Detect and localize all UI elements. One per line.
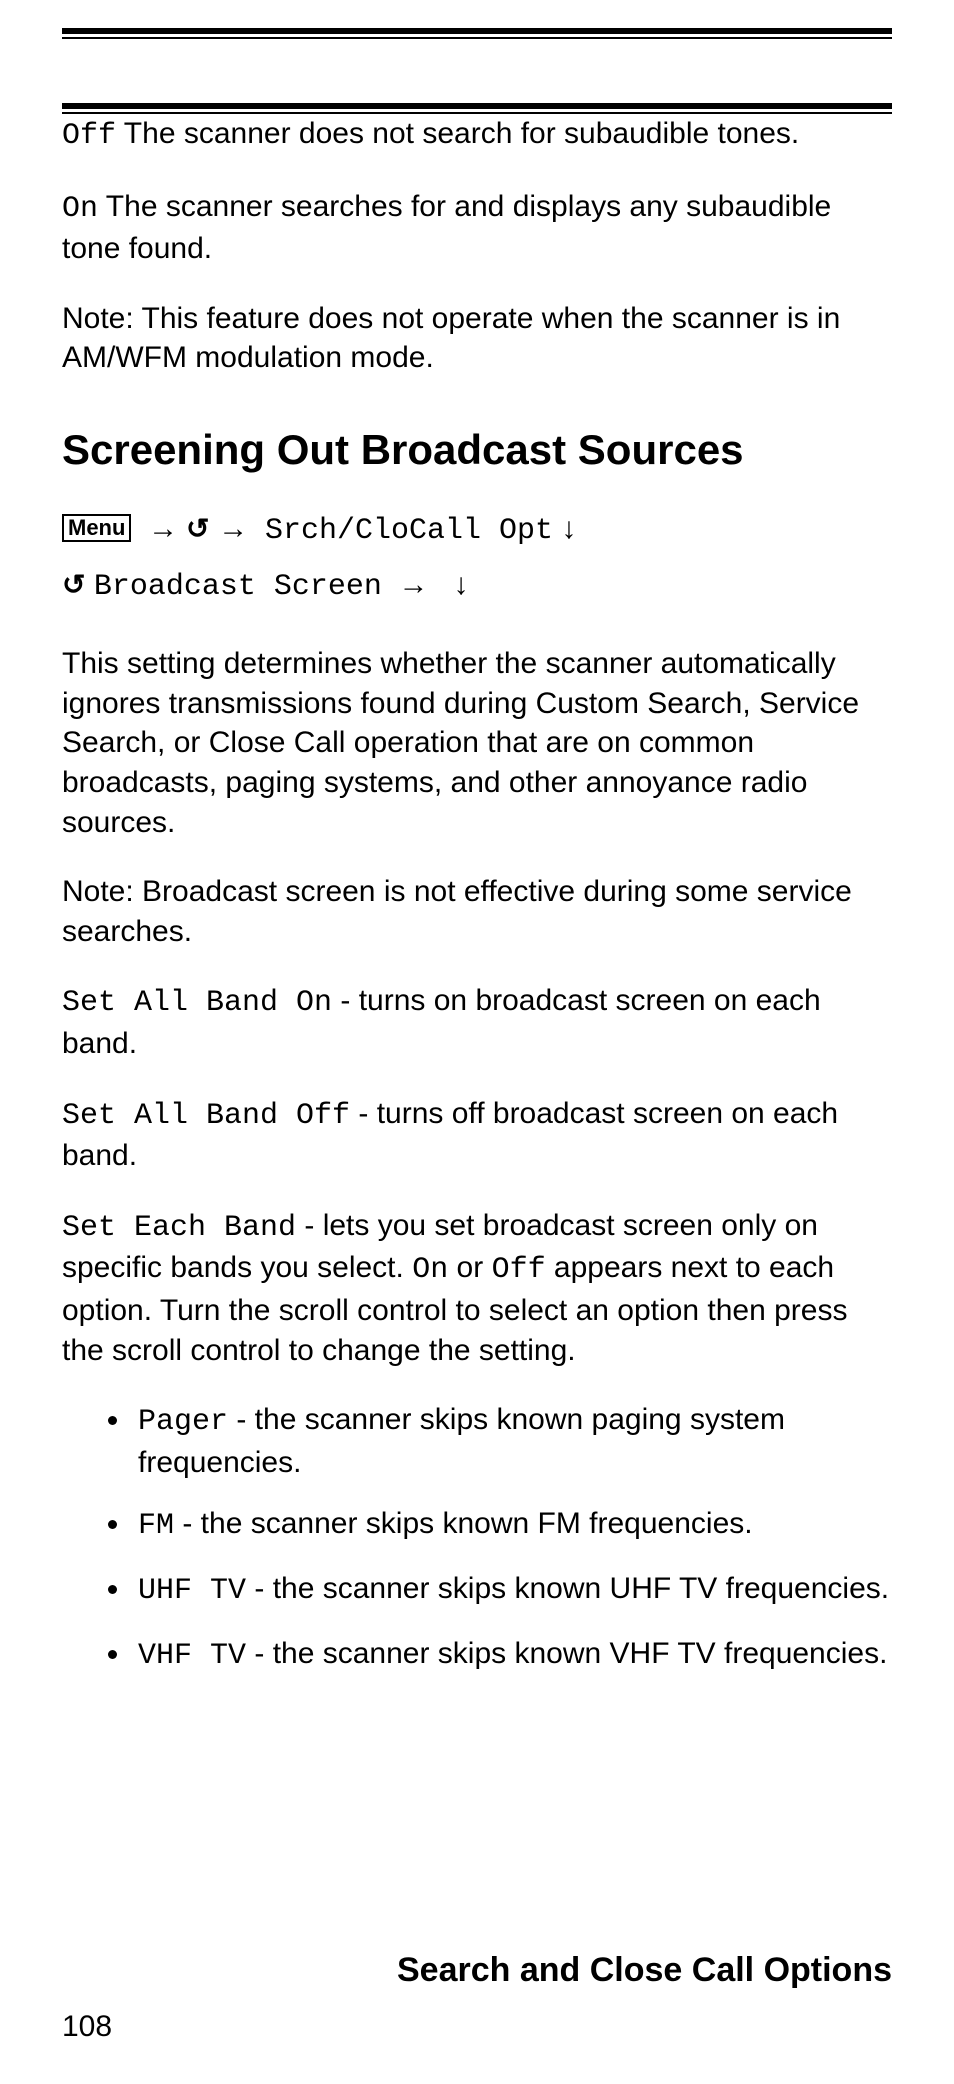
scroll-icon: ↻ xyxy=(186,504,209,554)
note-modulation: Note: This feature does not operate when… xyxy=(62,299,892,378)
nav-path: Menu → ↻ → Srch/CloCall Opt ↓ ↻ Broadcas… xyxy=(62,502,892,614)
text: The scanner searches for and displays an… xyxy=(62,190,831,266)
code-uhf: UHF TV xyxy=(138,1574,246,1608)
code-all-off: Set All Band Off xyxy=(62,1099,350,1133)
arrow-right-icon: → xyxy=(399,568,429,601)
footer-title: Search and Close Call Options xyxy=(62,1951,892,1990)
rule-gap xyxy=(62,39,892,103)
list-item: VHF TV - the scanner skips known VHF TV … xyxy=(132,1634,892,1677)
para-on: On The scanner searches for and displays… xyxy=(62,187,892,269)
manual-page: Off The scanner does not search for suba… xyxy=(0,0,954,2084)
text: - the scanner skips known UHF TV frequen… xyxy=(246,1572,889,1605)
text: - the scanner skips known paging system … xyxy=(138,1403,785,1479)
para-all-off: Set All Band Off - turns off broadcast s… xyxy=(62,1094,892,1176)
para-all-on: Set All Band On - turns on broadcast scr… xyxy=(62,981,892,1063)
nav-step2: Broadcast Screen xyxy=(94,570,382,604)
band-list: Pager - the scanner skips known paging s… xyxy=(62,1400,892,1676)
top-rules xyxy=(62,0,892,114)
arrow-down-icon: ↓ xyxy=(454,568,469,601)
scroll-icon: ↻ xyxy=(62,560,85,610)
code-vhf: VHF TV xyxy=(138,1639,246,1673)
list-item: UHF TV - the scanner skips known UHF TV … xyxy=(132,1569,892,1612)
rule-thick xyxy=(62,103,892,109)
arrow-down-icon: ↓ xyxy=(561,512,576,545)
text: - the scanner skips known FM frequencies… xyxy=(174,1507,753,1540)
code-off-inline: Off xyxy=(492,1253,546,1287)
code-on: On xyxy=(62,192,98,226)
code-on-inline: On xyxy=(412,1253,448,1287)
list-item: FM - the scanner skips known FM frequenc… xyxy=(132,1504,892,1547)
text: - the scanner skips known VHF TV frequen… xyxy=(246,1637,887,1670)
code-off: Off xyxy=(62,119,116,153)
page-number: 108 xyxy=(62,2010,892,2044)
text: The scanner does not search for subaudib… xyxy=(116,117,799,150)
para-each: Set Each Band - lets you set broadcast s… xyxy=(62,1206,892,1370)
rule-thick xyxy=(62,28,892,34)
nav-step1: Srch/CloCall Opt xyxy=(265,514,553,548)
note-broadcast: Note: Broadcast screen is not effective … xyxy=(62,872,892,951)
para-off: Off The scanner does not search for suba… xyxy=(62,114,892,157)
heading-screening: Screening Out Broadcast Sources xyxy=(62,426,892,474)
arrow-right-icon: → xyxy=(148,512,178,545)
code-pager: Pager xyxy=(138,1405,228,1439)
menu-button-icon: Menu xyxy=(62,514,131,542)
page-footer: Search and Close Call Options 108 xyxy=(62,1951,892,2044)
code-all-on: Set All Band On xyxy=(62,986,332,1020)
code-each: Set Each Band xyxy=(62,1211,296,1245)
arrow-right-icon: → xyxy=(218,512,248,545)
list-item: Pager - the scanner skips known paging s… xyxy=(132,1400,892,1482)
text: or xyxy=(448,1251,491,1284)
code-fm: FM xyxy=(138,1509,174,1543)
para-setting: This setting determines whether the scan… xyxy=(62,644,892,842)
